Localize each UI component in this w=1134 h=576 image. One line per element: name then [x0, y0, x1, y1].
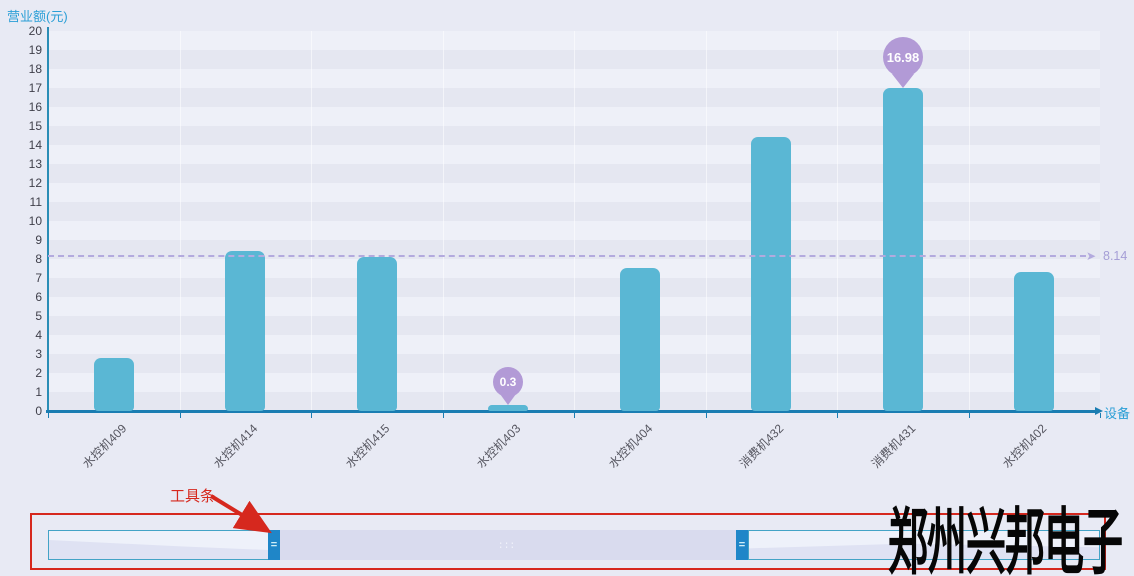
average-value-label: 8.14 [1103, 249, 1128, 263]
y-tick-label: 13 [28, 157, 42, 171]
bar-消费机432[interactable] [751, 137, 791, 411]
bar-水控机403[interactable] [488, 405, 528, 411]
grid-vline [969, 31, 970, 411]
x-tick-mark [969, 413, 970, 418]
mark-pin-16.98: 16.98 [883, 37, 923, 77]
x-category-label: 消费机432 [736, 421, 787, 471]
x-tick-mark [311, 413, 312, 418]
grid-vline [180, 31, 181, 411]
y-tick-label: 3 [35, 347, 42, 361]
y-tick-label: 5 [35, 309, 42, 323]
average-markline [48, 255, 1086, 257]
x-tick-mark [180, 413, 181, 418]
y-tick-label: 11 [29, 195, 42, 209]
grid-vline [837, 31, 838, 411]
grid-vline [443, 31, 444, 411]
mark-pin-0.3: 0.3 [493, 367, 523, 397]
y-tick-label: 7 [35, 271, 42, 285]
x-category-label: 水控机403 [473, 421, 524, 471]
y-tick-label: 4 [35, 328, 42, 342]
bar-水控机415[interactable] [357, 257, 397, 411]
x-tick-mark [1100, 413, 1101, 418]
y-tick-label: 0 [35, 404, 42, 418]
y-tick-label: 9 [35, 233, 42, 247]
y-axis-line [47, 27, 49, 412]
x-tick-mark [837, 413, 838, 418]
y-tick-label: 17 [28, 81, 42, 95]
x-tick-mark [574, 413, 575, 418]
datazoom-filler[interactable]: ∶∶∶ [280, 530, 736, 560]
y-tick-label: 20 [28, 24, 42, 38]
y-tick-label: 16 [28, 100, 42, 114]
x-category-label: 水控机409 [79, 421, 130, 471]
watermark-text: 郑州兴邦电子 [888, 504, 1123, 576]
x-tick-mark [706, 413, 707, 418]
plot-area [48, 31, 1100, 411]
y-tick-label: 12 [28, 176, 42, 190]
x-category-label: 水控机404 [605, 421, 656, 471]
bar-水控机402[interactable] [1014, 272, 1054, 411]
datazoom-drag-dots-icon: ∶∶∶ [499, 539, 517, 552]
y-tick-label: 1 [35, 385, 42, 399]
y-tick-label: 15 [28, 119, 42, 133]
y-tick-label: 19 [28, 43, 42, 57]
x-axis-title: 设备 [1104, 406, 1131, 421]
y-tick-label: 10 [28, 214, 42, 228]
datazoom-right-handle[interactable]: = [736, 530, 748, 560]
bar-水控机414[interactable] [225, 251, 265, 411]
y-tick-label: 8 [35, 252, 42, 266]
datazoom-left-window[interactable] [48, 530, 270, 560]
datazoom-left-handle[interactable]: = [268, 530, 280, 560]
grid-vline [574, 31, 575, 411]
red-arrow-icon [209, 494, 272, 534]
bar-水控机409[interactable] [94, 358, 134, 411]
grid-vline [311, 31, 312, 411]
y-axis-title: 营业额(元) [7, 9, 68, 24]
y-tick-label: 2 [35, 366, 42, 380]
x-category-label: 水控机415 [342, 421, 393, 471]
datazoom-data-shadow [749, 543, 1099, 559]
datazoom-slider[interactable]: ∶∶∶ = = [48, 530, 1100, 560]
mark-pin-tail [892, 74, 914, 88]
x-axis-line [46, 410, 1096, 413]
x-tick-mark [48, 413, 49, 418]
x-tick-mark [443, 413, 444, 418]
datazoom-right-window[interactable] [748, 530, 1100, 560]
y-tick-label: 6 [35, 290, 42, 304]
toolbar-annotation-label: 工具条 [170, 488, 216, 505]
bar-消费机431[interactable] [883, 88, 923, 411]
bar-水控机404[interactable] [620, 268, 660, 411]
x-axis-arrow-icon [1095, 407, 1103, 415]
markline-arrow-icon: ➤ [1086, 249, 1097, 263]
y-tick-label: 18 [28, 62, 42, 76]
y-tick-label: 14 [28, 138, 42, 152]
grid-vline [706, 31, 707, 411]
mark-pin-tail [500, 394, 516, 405]
